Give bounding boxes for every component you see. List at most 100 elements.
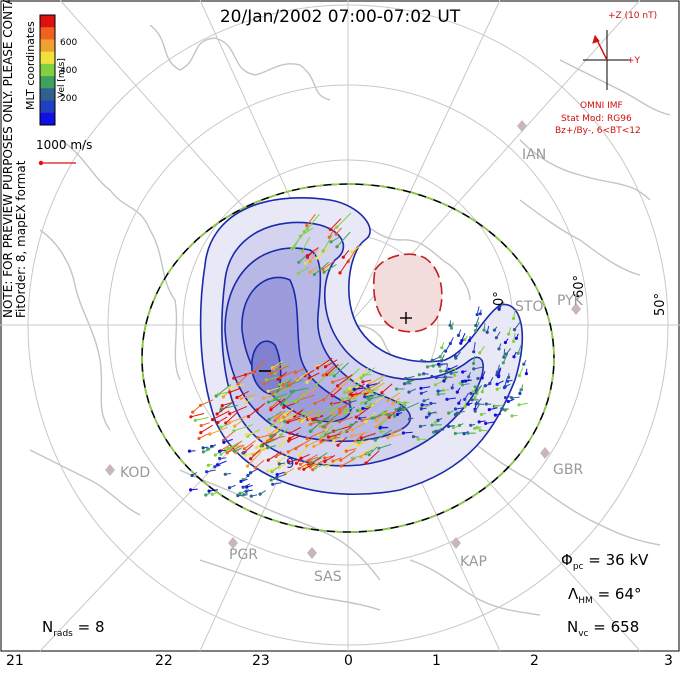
vector-stem	[324, 455, 333, 459]
vector-stem	[242, 476, 248, 480]
vector-stem	[339, 259, 350, 274]
vector-stem	[322, 413, 339, 428]
vector-stem	[437, 417, 443, 421]
vector-stem	[261, 438, 278, 447]
vector-stem	[242, 483, 251, 488]
vector-stem	[408, 388, 417, 393]
vector-stem	[354, 367, 369, 382]
vector-stem	[267, 420, 282, 430]
vector-stem	[275, 393, 287, 399]
vector-stem	[300, 227, 314, 237]
map-title: 20/Jan/2002 07:00-07:02 UT	[219, 7, 461, 27]
vector-stem	[513, 351, 517, 357]
vector-stem	[448, 410, 454, 414]
vector-origin	[193, 418, 197, 422]
vector-stem	[388, 413, 396, 416]
vector-stem	[465, 379, 470, 382]
nvc-subscript: vc	[578, 629, 589, 639]
vector-stem	[330, 218, 342, 230]
vector-stem	[295, 438, 313, 450]
velocity-vectors	[187, 212, 529, 498]
vector-stem	[451, 383, 454, 389]
vector-stem	[216, 406, 228, 415]
vector-stem	[495, 331, 501, 338]
vector-stem	[309, 409, 322, 420]
vector-stem	[481, 371, 486, 379]
vector-stem	[461, 332, 466, 341]
mlt-tick-0: 0	[344, 653, 353, 669]
vector-origin	[227, 386, 231, 390]
vector-stem	[211, 444, 217, 447]
vector-stem	[441, 354, 445, 361]
vector-stem	[363, 374, 372, 376]
vector-stem	[306, 213, 316, 226]
vector-count: Nvc = 658	[567, 620, 639, 639]
vector-stem	[240, 478, 248, 482]
vector-stem	[521, 384, 524, 390]
vector-stem	[443, 389, 450, 391]
vector-stem	[413, 436, 419, 438]
vector-stem	[322, 364, 335, 376]
vector-stem	[279, 462, 285, 465]
vector-stem	[288, 435, 300, 442]
hm-boundary-latitude: ΛHM = 64°	[568, 587, 642, 606]
vector-stem	[243, 444, 254, 454]
vector-stem	[300, 453, 310, 459]
vector-stem	[332, 457, 342, 462]
vector-stem	[271, 435, 286, 441]
colorbar-tick-400: 400	[60, 66, 78, 76]
imf-model: Stat Mod: RG96	[561, 114, 632, 124]
vector-stem	[303, 225, 311, 233]
vector-stem	[277, 471, 285, 476]
vector-stem	[212, 410, 230, 421]
colorbar-swatch	[40, 27, 55, 40]
vector-stem	[318, 402, 334, 417]
vector-stem	[346, 448, 357, 452]
vector-stem	[504, 383, 511, 388]
vector-stem	[250, 468, 259, 474]
vector-stem	[340, 449, 356, 461]
vector-stem	[278, 462, 288, 468]
vector-stem	[368, 446, 378, 456]
vector-stem	[315, 463, 326, 469]
vector-stem	[206, 469, 216, 473]
vector-origin	[206, 463, 210, 467]
vector-stem	[270, 428, 283, 438]
vector-stem	[301, 416, 310, 422]
vector-stem	[505, 348, 511, 355]
vector-stem	[420, 386, 431, 389]
vector-stem	[237, 494, 248, 497]
lambda-value: = 64°	[597, 585, 642, 603]
vector-stem	[209, 489, 219, 492]
vector-stem	[455, 352, 457, 357]
colorbar-swatch	[40, 63, 55, 77]
colorbar-swatch	[40, 100, 55, 114]
vector-stem	[306, 437, 324, 447]
vector-stem	[227, 444, 244, 454]
colorbar-label: Vel [m/s]	[57, 58, 67, 98]
vector-stem	[483, 323, 486, 331]
vector-stem	[229, 384, 244, 389]
vector-stem	[405, 375, 415, 379]
vector-stem	[352, 392, 362, 396]
vector-stem	[225, 442, 239, 451]
vector-stem	[518, 367, 524, 376]
vector-stem	[208, 463, 213, 466]
vector-stem	[378, 443, 392, 449]
vector-stem	[299, 446, 309, 456]
vector-stem	[279, 377, 290, 386]
vector-stem	[449, 337, 454, 344]
phi-value: = 36 kV	[588, 551, 649, 569]
vector-stem	[337, 436, 348, 446]
cross-polar-potential: Φpc = 36 kV	[561, 553, 648, 572]
vector-stem	[247, 451, 262, 467]
vector-stem	[263, 395, 273, 399]
vector-stem	[330, 408, 338, 415]
hm-boundary-dash	[141, 183, 555, 533]
vector-stem	[477, 426, 482, 429]
vector-stem	[298, 394, 315, 401]
vector-stem	[284, 467, 295, 474]
vector-stem	[290, 388, 305, 393]
vector-stem	[479, 345, 486, 354]
station-kap: KAP	[460, 554, 487, 570]
